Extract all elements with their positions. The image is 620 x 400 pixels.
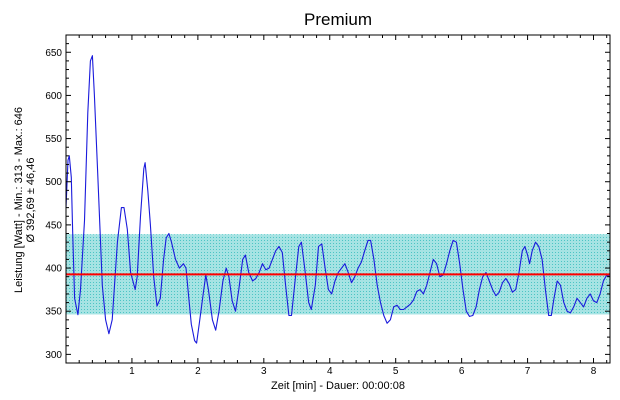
y-tick-label: 400: [45, 264, 62, 275]
axis-ticks: 300 350 400 450 500 550 600 650 1 2 3 4 5 6 7 8: [45, 35, 610, 377]
y-tick-label: 650: [45, 48, 62, 59]
x-tick-label: 6: [459, 366, 465, 377]
y-tick-label: 300: [45, 350, 62, 361]
y-axis-label-group: Leistung [Watt] - Min.: 313 - Max.: 646 …: [13, 107, 37, 293]
plot-area: [65, 55, 611, 344]
series-line-power: [65, 55, 611, 344]
chart-title: Premium: [304, 10, 372, 29]
x-tick-label: 4: [327, 366, 333, 377]
y-tick-label: 550: [45, 134, 62, 145]
y-tick-label: 600: [45, 91, 62, 102]
x-tick-label: 8: [591, 366, 597, 377]
y-tick-label: 500: [45, 177, 62, 188]
y-tick-label: 350: [45, 307, 62, 318]
x-tick-label: 5: [393, 366, 399, 377]
y-axis-label: Leistung [Watt] - Min.: 313 - Max.: 646: [13, 107, 25, 293]
x-tick-label: 7: [525, 366, 531, 377]
y-tick-label: 450: [45, 220, 62, 231]
y-axis-stats-label: Ø 392,69 ± 46,46: [25, 158, 37, 243]
x-tick-label: 2: [195, 366, 201, 377]
x-tick-label: 1: [129, 366, 135, 377]
x-tick-label: 3: [261, 366, 267, 377]
x-axis-label: Zeit [min] - Dauer: 00:00:08: [271, 380, 405, 392]
